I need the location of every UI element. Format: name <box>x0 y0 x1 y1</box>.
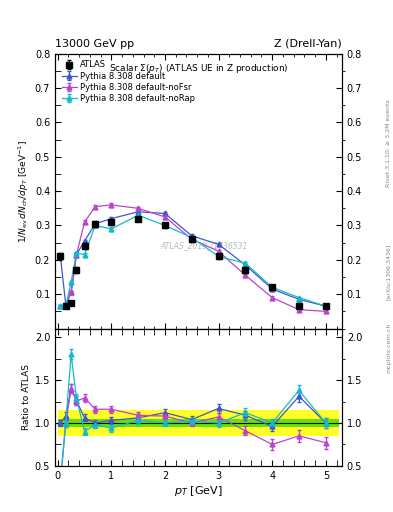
Bar <box>286 419 312 428</box>
X-axis label: $p_T$ [GeV]: $p_T$ [GeV] <box>174 483 223 498</box>
Bar <box>58 410 63 436</box>
Bar <box>232 419 259 428</box>
Bar <box>205 410 232 436</box>
Bar <box>312 419 339 428</box>
Bar <box>90 410 101 436</box>
Bar <box>286 410 312 436</box>
Bar <box>312 410 339 436</box>
Bar <box>68 410 74 436</box>
Text: Z (Drell-Yan): Z (Drell-Yan) <box>274 38 342 49</box>
Y-axis label: $1/N_{\rm ev}\,dN_{\rm ch}/dp_T$ [GeV$^{-1}$]: $1/N_{\rm ev}\,dN_{\rm ch}/dp_T$ [GeV$^{… <box>16 140 31 243</box>
Bar <box>205 419 232 428</box>
Text: mcplots.cern.ch: mcplots.cern.ch <box>386 323 391 373</box>
Bar <box>68 419 74 428</box>
Legend: ATLAS, Pythia 8.308 default, Pythia 8.308 default-noFsr, Pythia 8.308 default-no: ATLAS, Pythia 8.308 default, Pythia 8.30… <box>58 57 198 106</box>
Bar <box>125 410 152 436</box>
Text: [arXiv:1306.3436]: [arXiv:1306.3436] <box>386 243 391 300</box>
Text: 13000 GeV pp: 13000 GeV pp <box>55 38 134 49</box>
Bar <box>152 419 178 428</box>
Bar <box>74 410 79 436</box>
Bar <box>232 410 259 436</box>
Bar <box>63 410 68 436</box>
Bar <box>125 419 152 428</box>
Bar <box>79 410 90 436</box>
Text: Rivet 3.1.10; ≥ 3.2M events: Rivet 3.1.10; ≥ 3.2M events <box>386 99 391 187</box>
Text: ATLAS_2019_I1736531: ATLAS_2019_I1736531 <box>160 242 248 250</box>
Bar <box>101 419 125 428</box>
Bar <box>259 419 286 428</box>
Bar <box>101 410 125 436</box>
Bar <box>178 419 205 428</box>
Bar <box>90 419 101 428</box>
Bar <box>79 419 90 428</box>
Y-axis label: Ratio to ATLAS: Ratio to ATLAS <box>22 364 31 430</box>
Text: Scalar $\Sigma(p_T)$ (ATLAS UE in Z production): Scalar $\Sigma(p_T)$ (ATLAS UE in Z prod… <box>109 62 288 75</box>
Bar <box>152 410 178 436</box>
Bar <box>58 419 63 428</box>
Bar <box>74 419 79 428</box>
Bar <box>63 419 68 428</box>
Bar <box>178 410 205 436</box>
Bar <box>259 410 286 436</box>
